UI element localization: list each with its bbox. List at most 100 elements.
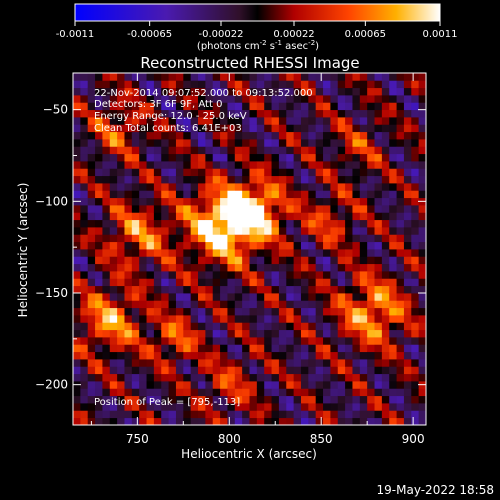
- heatmap-cell: [374, 183, 383, 191]
- heatmap-cell: [168, 300, 177, 309]
- heatmap-cell: [234, 388, 243, 397]
- heatmap-cell: [190, 351, 199, 360]
- heatmap-cell: [234, 344, 243, 353]
- heatmap-cell: [337, 351, 346, 360]
- heatmap-cell: [242, 263, 250, 272]
- heatmap-cell: [411, 278, 420, 287]
- heatmap-cell: [73, 80, 81, 89]
- heatmap-cell: [220, 271, 228, 279]
- heatmap-cell: [367, 227, 375, 235]
- heatmap-cell: [95, 175, 103, 184]
- heatmap-cell: [212, 249, 221, 257]
- heatmap-cell: [205, 102, 214, 111]
- heatmap-cell: [359, 410, 368, 419]
- heatmap-cell: [124, 256, 133, 265]
- heatmap-cell: [352, 373, 361, 382]
- heatmap-cell: [278, 417, 287, 426]
- heatmap-cell: [175, 359, 184, 367]
- heatmap-cell: [117, 359, 125, 367]
- heatmap-cell: [264, 300, 272, 309]
- heatmap-cell: [256, 95, 265, 103]
- heatmap-cell: [131, 344, 140, 353]
- heatmap-cell: [381, 168, 390, 177]
- heatmap-cell: [300, 190, 309, 199]
- heatmap-cell: [403, 124, 412, 133]
- heatmap-cell: [381, 227, 390, 235]
- heatmap-cell: [131, 300, 140, 309]
- heatmap-cell: [286, 293, 295, 301]
- heatmap-cell: [315, 227, 324, 235]
- heatmap-cell: [418, 395, 427, 404]
- heatmap-cell: [139, 300, 147, 309]
- heatmap-cell: [87, 175, 96, 184]
- heatmap-cell: [396, 366, 405, 375]
- heatmap-cell: [139, 131, 147, 140]
- heatmap-cell: [102, 256, 111, 265]
- heatmap-cell: [249, 205, 258, 213]
- heatmap-cell: [308, 278, 317, 287]
- heatmap-cell: [117, 322, 125, 331]
- heatmap-cell: [124, 219, 133, 228]
- heatmap-cell: [124, 337, 133, 345]
- annotations: 22-Nov-2014 09:07:52.000 to 09:13:52.000…: [94, 88, 313, 408]
- heatmap-cell: [102, 395, 111, 404]
- heatmap-cell: [389, 87, 397, 96]
- heatmap-cell: [367, 205, 375, 213]
- heatmap-cell: [411, 373, 420, 382]
- heatmap-cell: [359, 219, 368, 228]
- heatmap-cell: [403, 417, 412, 426]
- heatmap-cell: [212, 161, 221, 169]
- heatmap-cell: [352, 307, 361, 316]
- heatmap-cell: [396, 183, 405, 191]
- heatmap-cell: [359, 124, 368, 133]
- heatmap-cell: [153, 293, 162, 301]
- heatmap-cell: [80, 293, 89, 301]
- heatmap-cell: [168, 212, 177, 221]
- heatmap-cell: [278, 278, 287, 287]
- heatmap-cell: [256, 337, 265, 345]
- heatmap-cell: [109, 395, 118, 404]
- heatmap-cell: [234, 117, 243, 125]
- heatmap-cell: [220, 366, 228, 375]
- heatmap-cell: [308, 307, 317, 316]
- heatmap-cell: [345, 337, 353, 345]
- heatmap-cell: [411, 256, 420, 265]
- heatmap-cell: [278, 219, 287, 228]
- heatmap-cell: [286, 263, 295, 272]
- heatmap-cell: [381, 359, 390, 367]
- heatmap-cell: [418, 117, 427, 125]
- heatmap-cell: [87, 241, 96, 250]
- heatmap-cell: [411, 249, 420, 257]
- heatmap-cell: [256, 285, 265, 294]
- heatmap-cell: [234, 161, 243, 169]
- heatmap-cell: [411, 241, 420, 250]
- heatmap-cell: [359, 344, 368, 353]
- heatmap-cell: [345, 190, 353, 199]
- heatmap-cell: [102, 373, 111, 382]
- heatmap-cell: [220, 417, 228, 426]
- heatmap-cell: [146, 219, 155, 228]
- heatmap-cell: [249, 190, 258, 199]
- heatmap-cell: [308, 109, 317, 118]
- heatmap-cell: [198, 95, 206, 103]
- heatmap-cell: [242, 117, 250, 125]
- heatmap-cell: [205, 256, 214, 265]
- heatmap-cell: [286, 168, 295, 177]
- heatmap-cell: [220, 351, 228, 360]
- heatmap-cell: [131, 322, 140, 331]
- heatmap-cell: [227, 351, 236, 360]
- heatmap-cell: [131, 234, 140, 243]
- heatmap-cell: [418, 146, 427, 155]
- heatmap-cell: [234, 95, 243, 103]
- heatmap-cell: [73, 131, 81, 140]
- heatmap-cell: [234, 366, 243, 375]
- heatmap-cell: [396, 293, 405, 301]
- heatmap-cell: [249, 322, 258, 331]
- heatmap-cell: [212, 351, 221, 360]
- heatmap-cell: [124, 322, 133, 331]
- heatmap-cell: [286, 73, 295, 81]
- heatmap-cell: [264, 285, 272, 294]
- heatmap-cell: [256, 395, 265, 404]
- heatmap-cell: [168, 263, 177, 272]
- heatmap-cell: [286, 95, 295, 103]
